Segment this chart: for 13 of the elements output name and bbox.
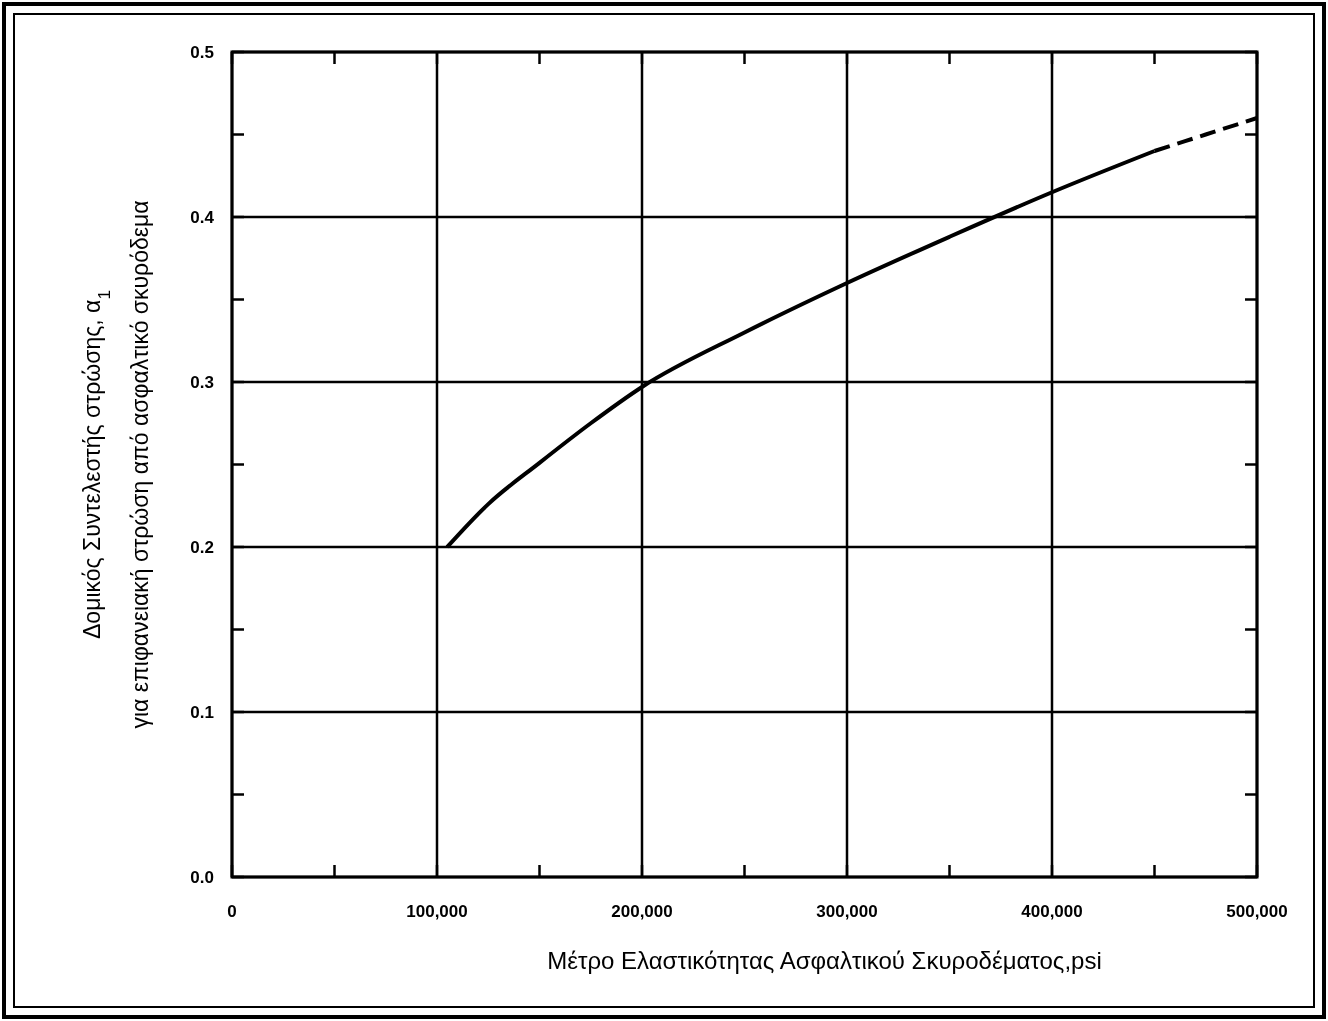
x-axis-title: Μέτρο Ελαστικότητας Ασφαλτικού Σκυροδέματος,psi xyxy=(547,947,1102,974)
y-tick-label: 0.1 xyxy=(190,703,214,722)
y-tick-label: 0.5 xyxy=(190,43,214,62)
y-tick-label: 0.0 xyxy=(190,868,214,887)
y-tick-label: 0.3 xyxy=(190,373,214,392)
y-tick-label: 0.4 xyxy=(190,208,215,227)
x-tick-label: 200,000 xyxy=(611,902,673,921)
x-tick-label: 100,000 xyxy=(406,902,468,921)
x-tick-label: 500,000 xyxy=(1226,902,1288,921)
x-tick-label: 0 xyxy=(227,902,237,921)
x-tick-label: 400,000 xyxy=(1021,902,1083,921)
x-tick-label: 300,000 xyxy=(816,902,878,921)
y-tick-label: 0.2 xyxy=(190,538,214,557)
